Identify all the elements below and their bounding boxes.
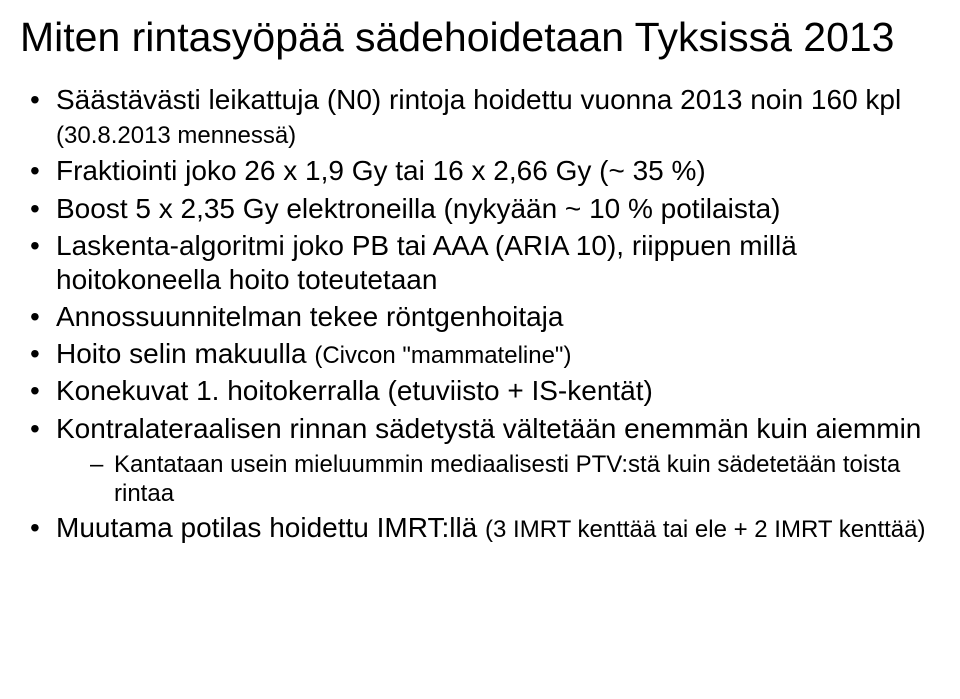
list-item: Laskenta-algoritmi joko PB tai AAA (ARIA…: [28, 229, 940, 297]
bullet-text: Laskenta-algoritmi joko PB tai AAA (ARIA…: [56, 230, 797, 295]
sub-list-item: Kantataan usein mieluummin mediaalisesti…: [90, 450, 940, 509]
bullet-text-small: (Civcon "mammateline"): [314, 342, 571, 369]
bullet-text: Hoito selin makuulla: [56, 338, 314, 369]
bullet-text: Fraktiointi joko 26 x 1,9 Gy tai 16 x 2,…: [56, 155, 706, 186]
list-item: Säästävästi leikattuja (N0) rintoja hoid…: [28, 83, 940, 151]
bullet-text: Boost 5 x 2,35 Gy elektroneilla (nykyään…: [56, 193, 781, 224]
bullet-text-small: (3 IMRT kenttää tai ele + 2 IMRT kenttää…: [485, 516, 925, 543]
list-item: Annossuunnitelman tekee röntgenhoitaja: [28, 300, 940, 334]
bullet-text: Muutama potilas hoidettu IMRT:llä: [56, 512, 485, 543]
slide-title: Miten rintasyöpää sädehoidetaan Tyksissä…: [20, 14, 940, 61]
slide: Miten rintasyöpää sädehoidetaan Tyksissä…: [0, 0, 960, 699]
list-item: Muutama potilas hoidettu IMRT:llä (3 IMR…: [28, 511, 940, 545]
bullet-text: Konekuvat 1. hoitokerralla (etuviisto + …: [56, 375, 653, 406]
bullet-text-small: (30.8.2013 mennessä): [56, 122, 296, 149]
sub-bullet-text: Kantataan usein mieluummin mediaalisesti…: [114, 451, 900, 507]
bullet-list: Säästävästi leikattuja (N0) rintoja hoid…: [20, 83, 940, 545]
bullet-text: Annossuunnitelman tekee röntgenhoitaja: [56, 301, 563, 332]
list-item: Fraktiointi joko 26 x 1,9 Gy tai 16 x 2,…: [28, 154, 940, 188]
list-item: Kontralateraalisen rinnan sädetystä vält…: [28, 412, 940, 509]
bullet-text: Kontralateraalisen rinnan sädetystä vält…: [56, 413, 921, 444]
bullet-text: Säästävästi leikattuja (N0) rintoja hoid…: [56, 84, 901, 115]
list-item: Konekuvat 1. hoitokerralla (etuviisto + …: [28, 374, 940, 408]
list-item: Hoito selin makuulla (Civcon "mammatelin…: [28, 337, 940, 371]
list-item: Boost 5 x 2,35 Gy elektroneilla (nykyään…: [28, 192, 940, 226]
sub-bullet-list: Kantataan usein mieluummin mediaalisesti…: [56, 450, 940, 509]
